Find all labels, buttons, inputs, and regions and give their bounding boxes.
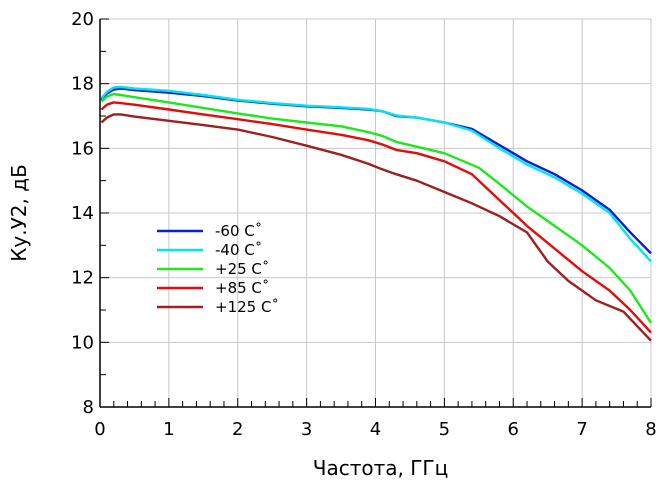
legend: -60 C˚-40 C˚+25 C˚+85 C˚+125 C˚: [157, 222, 279, 316]
x-axis-label: Частота, ГГц: [313, 456, 448, 480]
x-tick-label: 7: [576, 419, 587, 440]
x-tick-label: 4: [370, 419, 381, 440]
x-tick-label: 5: [439, 419, 450, 440]
series-line-4: [100, 113, 652, 342]
legend-entry-1: -40 C˚: [215, 241, 262, 259]
y-tick-label: 10: [71, 332, 94, 353]
x-tick-label: 6: [508, 419, 519, 440]
legend-entry-2: +25 C˚: [215, 260, 269, 278]
series-line-1: [100, 85, 652, 263]
x-tick-label: 0: [94, 419, 105, 440]
y-tick-label: 8: [83, 397, 94, 418]
grid-lines: [99, 18, 652, 408]
legend-entry-3: +85 C˚: [215, 279, 269, 297]
legend-entry-0: -60 C˚: [215, 222, 262, 240]
series-line-2: [100, 92, 653, 324]
y-tick-label: 20: [71, 9, 94, 30]
x-tick-label: 2: [232, 419, 243, 440]
legend-entry-4: +125 C˚: [215, 298, 279, 316]
y-tick-label: 12: [71, 268, 94, 289]
y-tick-label: 16: [71, 138, 94, 159]
series-lines: [100, 85, 653, 342]
x-tick-label: 8: [645, 419, 656, 440]
x-tick-label: 3: [301, 419, 312, 440]
tick-marks: [99, 18, 652, 408]
x-tick-label: 1: [163, 419, 174, 440]
series-line-0: [100, 87, 652, 255]
y-tick-label: 18: [71, 74, 94, 95]
y-tick-label: 14: [71, 203, 94, 224]
series-line-3: [100, 101, 652, 334]
y-axis-label: Ку.У2, дБ: [7, 164, 31, 262]
